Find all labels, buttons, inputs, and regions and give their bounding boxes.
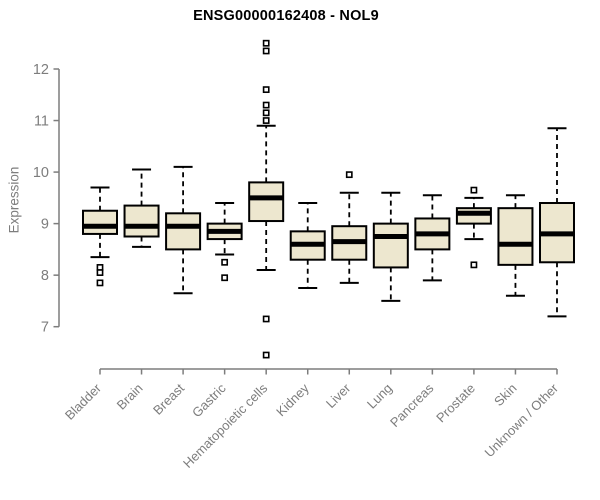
iqr-box (372, 222, 409, 269)
boxplot-unknown-other (538, 127, 575, 318)
x-tick-label: Unknown / Other (482, 380, 562, 460)
x-tick-label: Breast (150, 380, 187, 417)
outlier-point (262, 315, 270, 323)
outlier-point (262, 101, 270, 109)
outlier-point (221, 258, 229, 266)
x-tick-label: Bladder (62, 380, 105, 423)
x-tick-label: Liver (323, 380, 354, 411)
iqr-box (497, 207, 534, 266)
boxplot-brain (123, 168, 160, 248)
x-tick-label: Gastric (189, 380, 229, 420)
y-tick-label: 8 (41, 268, 49, 284)
outlier-point (470, 261, 478, 269)
boxplot-gastric (206, 202, 243, 282)
outlier-point (262, 39, 270, 47)
x-tick-label: Prostate (433, 381, 478, 426)
x-tick-label: Kidney (273, 380, 312, 419)
outlier-point (262, 109, 270, 117)
outlier-point (96, 269, 104, 276)
iqr-box (165, 212, 202, 251)
x-tick-label: Skin (491, 381, 519, 409)
outlier-point (470, 186, 478, 194)
y-tick-label: 7 (41, 320, 49, 336)
outlier-point (221, 274, 229, 282)
boxplot-liver (331, 171, 368, 284)
x-tick-label: Brain (114, 381, 146, 413)
y-tick-label: 10 (33, 165, 49, 181)
outlier-point (262, 47, 270, 55)
boxplot-kidney (289, 202, 326, 290)
y-tick-label: 11 (34, 114, 49, 130)
outlier-point (262, 117, 270, 124)
outlier-point (345, 171, 353, 179)
boxplot-pancreas (414, 194, 451, 282)
chart-title: ENSG00000162408 - NOL9 (193, 8, 379, 24)
boxplot-breast (165, 165, 202, 295)
iqr-box (82, 209, 118, 235)
iqr-box (248, 181, 285, 223)
outlier-point (262, 351, 270, 359)
boxplot-skin (497, 194, 534, 297)
y-tick-label: 12 (33, 62, 49, 78)
x-tick-label: Lung (364, 381, 395, 412)
iqr-box (123, 204, 160, 238)
x-tick-label: Pancreas (387, 380, 437, 430)
iqr-box (455, 207, 492, 225)
y-tick-label: 9 (41, 217, 49, 233)
boxplot-bladder (82, 186, 118, 287)
boxplot-hematopoietic-cells (248, 39, 285, 359)
boxplot-prostate (455, 186, 492, 269)
outlier-point (96, 279, 104, 287)
outlier-point (262, 86, 270, 94)
boxplot-lung (372, 191, 409, 302)
